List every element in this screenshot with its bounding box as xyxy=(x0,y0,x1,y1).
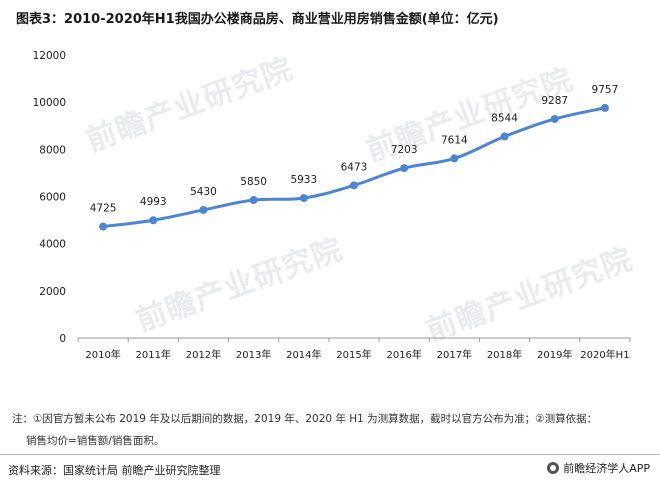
data-label: 5933 xyxy=(290,174,317,186)
x-tick-label: 2011年 xyxy=(136,348,171,361)
data-point xyxy=(500,132,509,141)
x-tick-label: 2020年H1 xyxy=(580,348,629,361)
brand-label: 前瞻经济学人APP xyxy=(563,462,650,475)
data-label: 5850 xyxy=(240,176,267,188)
chart-title: 图表3：2010-2020年H1我国办公楼商品房、商业营业用房销售金额(单位：亿… xyxy=(16,12,499,27)
data-point xyxy=(550,114,559,123)
data-label: 8544 xyxy=(491,113,518,125)
data-point xyxy=(450,154,459,163)
data-label: 6473 xyxy=(341,161,368,173)
y-tick-label: 0 xyxy=(59,333,66,345)
data-source: 资料来源：国家统计局 前瞻产业研究院整理 xyxy=(8,464,221,477)
x-tick-label: 2013年 xyxy=(236,348,271,361)
data-point xyxy=(149,216,158,225)
data-point xyxy=(199,205,208,214)
x-tick-label: 2019年 xyxy=(537,348,572,361)
line-chart: 0 2000 4000 6000 8000 10000 12000 2010年 2011年 201… xyxy=(33,50,631,361)
chart-note: 注：①因官方暂未公布 2019 年及以后期间的数据，2019 年、2020 年 … xyxy=(12,408,648,452)
y-tick-label: 4000 xyxy=(39,239,66,251)
x-tick-label: 2014年 xyxy=(286,348,321,361)
y-tick-label: 8000 xyxy=(39,144,66,156)
data-point xyxy=(600,103,609,112)
y-tick-label: 6000 xyxy=(39,192,66,204)
x-tick-label: 2018年 xyxy=(487,348,522,361)
y-tick-label: 12000 xyxy=(33,50,66,62)
data-label: 9757 xyxy=(592,84,619,96)
data-label: 4725 xyxy=(90,203,117,215)
data-label: 5430 xyxy=(190,186,217,198)
footer-divider xyxy=(0,454,660,455)
data-point xyxy=(249,196,258,205)
data-point xyxy=(400,164,409,173)
x-tick-label: 2010年 xyxy=(85,348,120,361)
note-line-1: 注：①因官方暂未公布 2019 年及以后期间的数据，2019 年、2020 年 … xyxy=(12,413,598,425)
y-tick-label: 2000 xyxy=(39,286,66,298)
brand-logo-icon xyxy=(547,462,560,474)
note-line-2: 销售均价=销售额/销售面积。 xyxy=(26,435,165,447)
data-point xyxy=(99,222,108,231)
data-point xyxy=(299,194,308,203)
brand: 前瞻经济学人APP xyxy=(547,460,650,476)
data-label: 9287 xyxy=(541,95,568,107)
data-label: 7614 xyxy=(441,134,468,146)
x-tick-label: 2012年 xyxy=(186,348,221,361)
x-tick-label: 2017年 xyxy=(437,348,472,361)
x-tick-label: 2016年 xyxy=(386,348,421,361)
data-label: 4993 xyxy=(140,196,167,208)
data-label: 7203 xyxy=(391,144,418,156)
y-tick-label: 10000 xyxy=(33,97,66,109)
x-tick-label: 2015年 xyxy=(336,348,371,361)
data-point xyxy=(350,181,358,190)
